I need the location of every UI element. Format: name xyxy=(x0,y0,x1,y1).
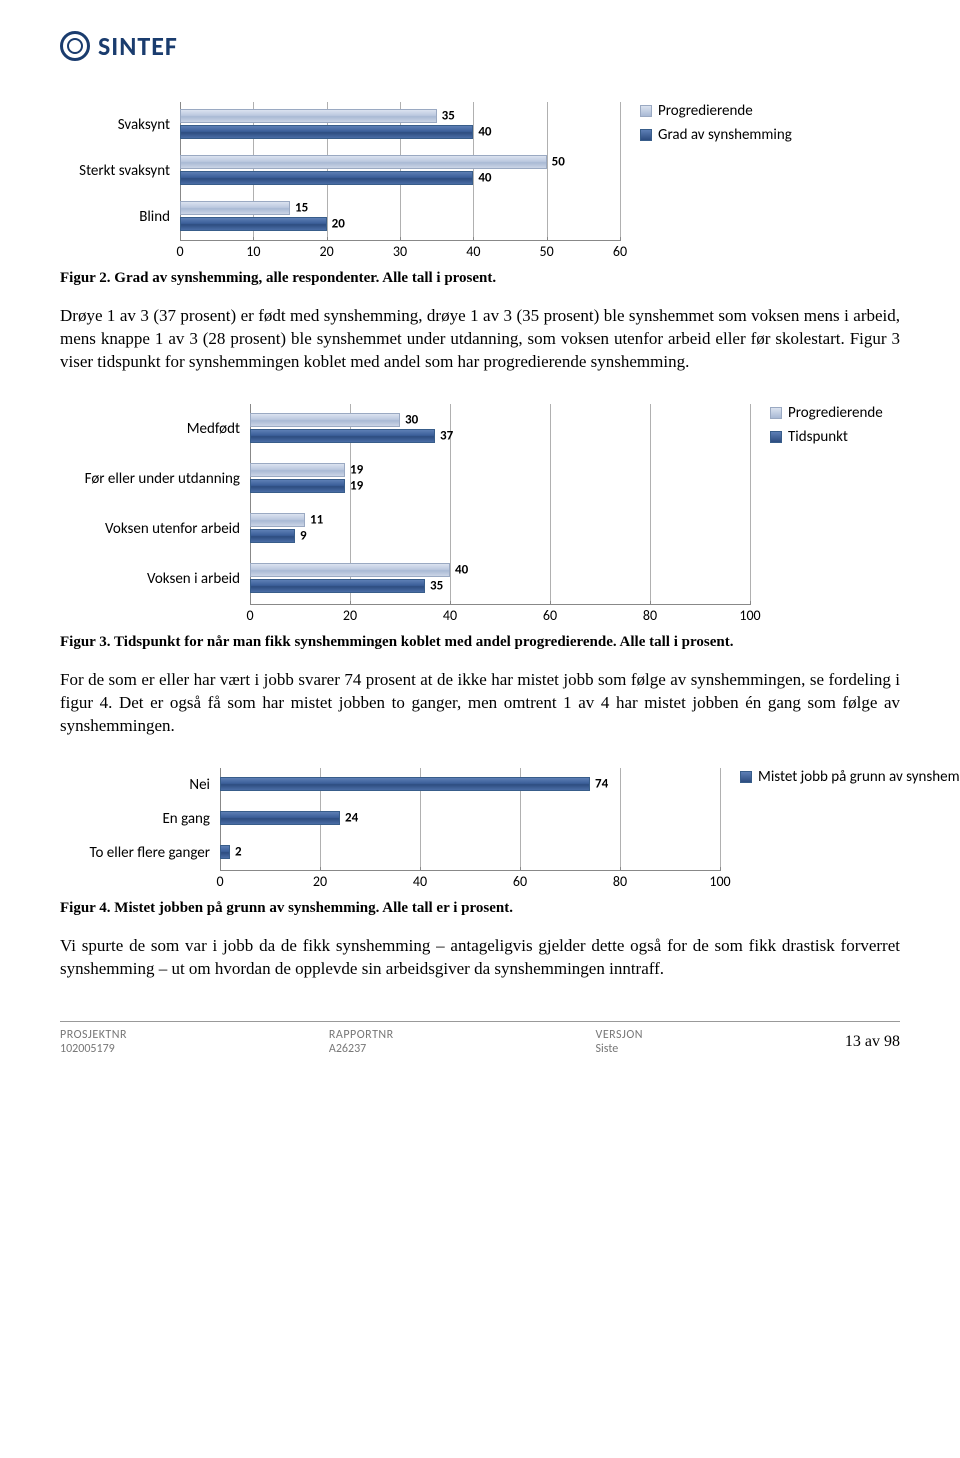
bar-value-label: 35 xyxy=(436,109,455,124)
chart-category-label: To eller flere ganger xyxy=(90,844,220,862)
chart-bar: 35 xyxy=(180,109,437,123)
chart-bar: 19 xyxy=(250,463,345,477)
x-axis-tick: 40 xyxy=(443,607,457,624)
legend-item: Progredierende xyxy=(640,102,792,120)
x-axis-tick: 80 xyxy=(613,873,627,890)
bar-value-label: 40 xyxy=(449,562,468,577)
logo: SINTEF xyxy=(60,30,900,62)
chart-figure-2: Svaksynt3540Sterkt svaksynt5040Blind1520… xyxy=(180,102,900,264)
chart-category-label: Blind xyxy=(139,208,180,226)
legend-item: Tidspunkt xyxy=(770,428,883,446)
legend-item: Progredierende xyxy=(770,404,883,422)
chart-bar: 40 xyxy=(250,563,450,577)
chart-category-label: Nei xyxy=(189,776,220,794)
logo-text: SINTEF xyxy=(98,30,178,62)
legend-swatch xyxy=(740,771,752,783)
chart-category-label: Medfødt xyxy=(187,420,250,438)
figure2-caption: Figur 2. Grad av synshemming, alle respo… xyxy=(60,270,900,287)
chart-bar: 30 xyxy=(250,413,400,427)
page-footer: PROSJEKTNR 102005179 RAPPORTNR A26237 VE… xyxy=(60,1021,900,1056)
chart-category-label: Sterkt svaksynt xyxy=(79,162,180,180)
bar-value-label: 40 xyxy=(472,125,491,140)
bar-value-label: 24 xyxy=(339,810,358,825)
paragraph-1: Drøye 1 av 3 (37 prosent) er født med sy… xyxy=(60,305,900,374)
chart-bar: 35 xyxy=(250,579,425,593)
legend-label: Grad av synshemming xyxy=(658,126,792,144)
bar-value-label: 2 xyxy=(229,844,242,859)
chart-bar: 50 xyxy=(180,155,547,169)
bar-value-label: 40 xyxy=(472,171,491,186)
chart-bar: 15 xyxy=(180,201,290,215)
figure4-caption: Figur 4. Mistet jobben på grunn av synsh… xyxy=(60,900,900,917)
chart-bar: 40 xyxy=(180,171,473,185)
bar-value-label: 11 xyxy=(304,512,323,527)
legend-swatch xyxy=(640,105,652,117)
chart-figure-3: Medfødt3037Før eller under utdanning1919… xyxy=(250,404,900,628)
chart-category-label: Før eller under utdanning xyxy=(85,470,250,488)
paragraph-2: For de som er eller har vært i jobb svar… xyxy=(60,669,900,738)
x-axis-tick: 60 xyxy=(613,243,627,260)
chart-bar: 20 xyxy=(180,217,327,231)
logo-icon xyxy=(60,31,90,61)
chart-bar: 2 xyxy=(220,845,230,859)
chart-bar: 11 xyxy=(250,513,305,527)
x-axis-tick: 80 xyxy=(643,607,657,624)
x-axis-tick: 60 xyxy=(513,873,527,890)
chart-category-label: Voksen i arbeid xyxy=(147,570,250,588)
legend-item: Mistet jobb på grunn av synshemming xyxy=(740,768,960,786)
chart-category-label: En gang xyxy=(162,810,220,828)
x-axis-tick: 40 xyxy=(466,243,480,260)
bar-value-label: 19 xyxy=(344,478,363,493)
bar-value-label: 30 xyxy=(399,412,418,427)
bar-value-label: 37 xyxy=(434,428,453,443)
x-axis-tick: 0 xyxy=(216,873,223,890)
legend-label: Mistet jobb på grunn av synshemming xyxy=(758,768,960,786)
bar-value-label: 15 xyxy=(289,201,308,216)
bar-value-label: 50 xyxy=(546,155,565,170)
bar-value-label: 20 xyxy=(326,217,345,232)
bar-value-label: 9 xyxy=(294,528,307,543)
legend-label: Tidspunkt xyxy=(788,428,848,446)
footer-rapport-val: A26237 xyxy=(329,1042,394,1056)
legend-swatch xyxy=(640,129,652,141)
bar-value-label: 74 xyxy=(589,776,608,791)
x-axis-tick: 60 xyxy=(543,607,557,624)
x-axis-tick: 0 xyxy=(246,607,253,624)
paragraph-3: Vi spurte de som var i jobb da de fikk s… xyxy=(60,935,900,981)
footer-rapport-label: RAPPORTNR xyxy=(329,1028,394,1042)
chart-bar: 24 xyxy=(220,811,340,825)
x-axis-tick: 100 xyxy=(739,607,760,624)
bar-value-label: 35 xyxy=(424,578,443,593)
x-axis-tick: 40 xyxy=(413,873,427,890)
x-axis-tick: 0 xyxy=(176,243,183,260)
chart-bar: 19 xyxy=(250,479,345,493)
legend-label: Progredierende xyxy=(788,404,883,422)
chart-category-label: Svaksynt xyxy=(118,116,180,134)
page-number: 13 av 98 xyxy=(845,1033,900,1051)
chart-bar: 40 xyxy=(180,125,473,139)
x-axis-tick: 100 xyxy=(709,873,730,890)
legend-label: Progredierende xyxy=(658,102,753,120)
footer-versjon-val: Siste xyxy=(596,1042,644,1056)
chart-category-label: Voksen utenfor arbeid xyxy=(105,520,250,538)
figure3-caption: Figur 3. Tidspunkt for når man fikk syns… xyxy=(60,634,900,651)
x-axis-tick: 10 xyxy=(246,243,260,260)
x-axis-tick: 20 xyxy=(320,243,334,260)
x-axis-tick: 20 xyxy=(343,607,357,624)
chart-bar: 37 xyxy=(250,429,435,443)
chart-bar: 9 xyxy=(250,529,295,543)
legend-swatch xyxy=(770,407,782,419)
footer-versjon-label: VERSJON xyxy=(596,1028,644,1042)
x-axis-tick: 50 xyxy=(540,243,554,260)
chart-figure-4: Nei74En gang24To eller flere ganger20204… xyxy=(220,768,900,894)
footer-projekt-val: 102005179 xyxy=(60,1042,127,1056)
bar-value-label: 19 xyxy=(344,462,363,477)
x-axis-tick: 30 xyxy=(393,243,407,260)
footer-projekt-label: PROSJEKTNR xyxy=(60,1028,127,1042)
x-axis-tick: 20 xyxy=(313,873,327,890)
legend-swatch xyxy=(770,431,782,443)
chart-bar: 74 xyxy=(220,777,590,791)
legend-item: Grad av synshemming xyxy=(640,126,792,144)
